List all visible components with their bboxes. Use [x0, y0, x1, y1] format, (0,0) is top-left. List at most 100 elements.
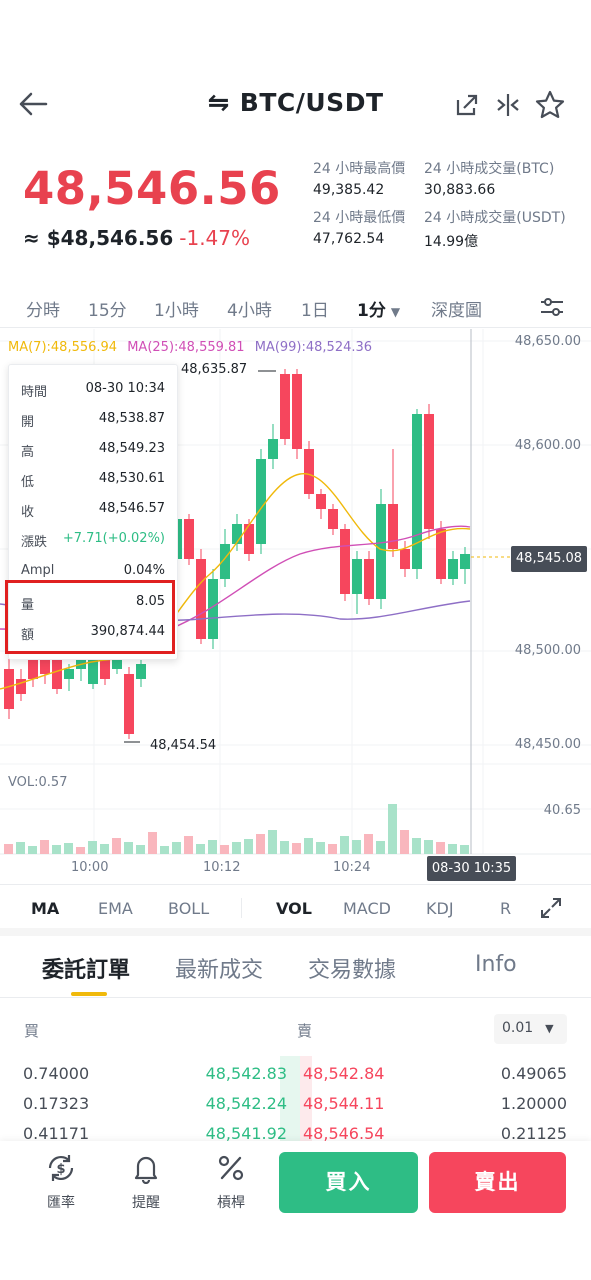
candle-body — [40, 649, 50, 674]
indicator-vol[interactable]: VOL — [276, 899, 312, 918]
volume-usdt-label: 24 小時成交量(USDT) — [424, 210, 566, 226]
bid-price[interactable]: 48,542.83 — [205, 1064, 287, 1083]
settings-sliders-icon[interactable] — [539, 296, 565, 322]
indicator-kdj[interactable]: KDJ — [426, 899, 454, 918]
bid-quantity[interactable]: 0.74000 — [23, 1064, 90, 1083]
tooltip-row: 額 390,874.44 — [21, 624, 165, 643]
trading-pair-title[interactable]: ⇋ BTC/USDT — [207, 88, 384, 118]
candle-body — [424, 414, 434, 529]
sell-button[interactable]: 賣出 — [429, 1152, 566, 1213]
ask-price[interactable]: 48,542.84 — [303, 1064, 385, 1083]
buy-button[interactable]: 買入 — [279, 1152, 418, 1213]
candle-body — [268, 439, 278, 459]
volume-usdt-value: 14.99億 — [424, 234, 479, 250]
volume-bar — [292, 843, 301, 854]
ma25-label: MA(25):48,559.81 — [127, 340, 245, 355]
volume-bar — [160, 846, 169, 854]
volume-bar — [148, 832, 157, 854]
currency-exchange-icon: $ — [48, 1155, 74, 1181]
buy-column-label: 買 — [24, 1022, 40, 1040]
ask-quantity[interactable]: 0.21125 — [500, 1124, 567, 1143]
indicator-boll[interactable]: BOLL — [168, 899, 210, 918]
candle-body — [136, 664, 146, 679]
ma99-label: MA(99):48,524.36 — [254, 340, 373, 355]
volume-bar — [388, 804, 397, 854]
indicator-ema[interactable]: EMA — [98, 899, 133, 918]
tab-15m[interactable]: 15分 — [88, 301, 127, 321]
indicator-ma[interactable]: MA — [31, 899, 60, 918]
ask-depth-bar — [300, 1056, 312, 1141]
tab-recent-trades[interactable]: 最新成交 — [175, 958, 264, 983]
indicator-rsi[interactable]: R — [500, 899, 512, 918]
last-price: 48,546.56 — [23, 162, 281, 215]
back-arrow-icon[interactable] — [18, 90, 48, 122]
tab-trading-data[interactable]: 交易數據 — [308, 958, 397, 983]
volume-bar — [376, 841, 385, 854]
y-axis-tick: 48,500.00 — [514, 643, 581, 658]
divider — [241, 898, 242, 918]
tab-order-book[interactable]: 委託訂單 — [42, 958, 131, 983]
svg-text:$: $ — [56, 1162, 65, 1177]
ask-price[interactable]: 48,544.11 — [303, 1094, 385, 1113]
price-equivalent: ≈ $48,546.56 -1.47% — [23, 226, 250, 250]
volume-bar — [100, 844, 109, 854]
tab-line[interactable]: 分時 — [26, 301, 60, 321]
compare-icon[interactable] — [495, 92, 521, 122]
section-separator — [0, 928, 591, 936]
tooltip-row: 量 8.05 — [21, 594, 165, 613]
share-icon[interactable] — [454, 92, 480, 122]
candle-body — [352, 559, 362, 594]
swap-icon[interactable]: ⇋ — [207, 88, 230, 118]
cursor-time-tag: 08-30 10:35 — [427, 856, 516, 881]
volume-bar — [28, 846, 37, 854]
candle-body — [316, 494, 326, 509]
bid-price[interactable]: 48,541.92 — [205, 1124, 287, 1143]
volume-bar — [244, 839, 253, 854]
candle-body — [52, 659, 62, 689]
bid-quantity[interactable]: 0.41171 — [23, 1124, 90, 1143]
volume-bar — [136, 845, 145, 854]
tooltip-row: 時間 08-30 10:34 — [21, 381, 165, 400]
star-favorite-icon[interactable] — [535, 90, 565, 124]
candle-body — [244, 524, 254, 554]
sell-column-label: 賣 — [297, 1022, 313, 1040]
candle-body — [124, 674, 134, 734]
x-axis-tick: 10:00 — [71, 860, 109, 875]
tab-4h[interactable]: 4小時 — [227, 301, 272, 321]
volume-bar — [424, 840, 433, 854]
tab-1d[interactable]: 1日 — [301, 301, 329, 321]
high-24h-label: 24 小時最高價 — [313, 161, 406, 177]
candle-body — [412, 414, 422, 569]
volume-bar — [268, 830, 277, 854]
x-axis-tick: 10:24 — [333, 860, 371, 875]
ask-quantity[interactable]: 0.49065 — [500, 1064, 567, 1083]
ask-quantity[interactable]: 1.20000 — [500, 1094, 567, 1113]
volume-bar — [328, 844, 337, 854]
bid-quantity[interactable]: 0.17323 — [23, 1094, 90, 1113]
candle-body — [388, 504, 398, 549]
ma-legend: MA(7):48,556.94 MA(25):48,559.81 MA(99):… — [8, 340, 372, 355]
volume-bar — [448, 844, 457, 854]
ask-price[interactable]: 48,546.54 — [303, 1124, 385, 1143]
highlight-box — [5, 580, 175, 654]
tab-info[interactable]: Info — [475, 952, 517, 977]
volume-bar — [352, 840, 361, 854]
volume-bar — [64, 843, 73, 854]
candle-body — [280, 374, 290, 439]
candle-body — [376, 504, 386, 599]
candle-body — [436, 529, 446, 579]
tab-1m[interactable]: 1分 ▼ — [357, 301, 401, 321]
volume-btc-label: 24 小時成交量(BTC) — [424, 161, 555, 177]
indicator-macd[interactable]: MACD — [343, 899, 391, 918]
precision-select[interactable]: 0.01 ▼ — [494, 1014, 567, 1044]
volume-bar — [400, 830, 409, 854]
bell-icon — [134, 1156, 158, 1184]
bid-price[interactable]: 48,542.24 — [205, 1094, 287, 1113]
fullscreen-icon[interactable] — [539, 896, 563, 924]
y-axis-tick: 48,650.00 — [514, 334, 581, 349]
tab-1h[interactable]: 1小時 — [154, 301, 199, 321]
volume-bar — [256, 834, 265, 854]
high-24h-value: 49,385.42 — [313, 182, 385, 198]
tooltip-row: Ampl 0.04% — [21, 563, 165, 578]
tab-depth[interactable]: 深度圖 — [431, 301, 482, 321]
